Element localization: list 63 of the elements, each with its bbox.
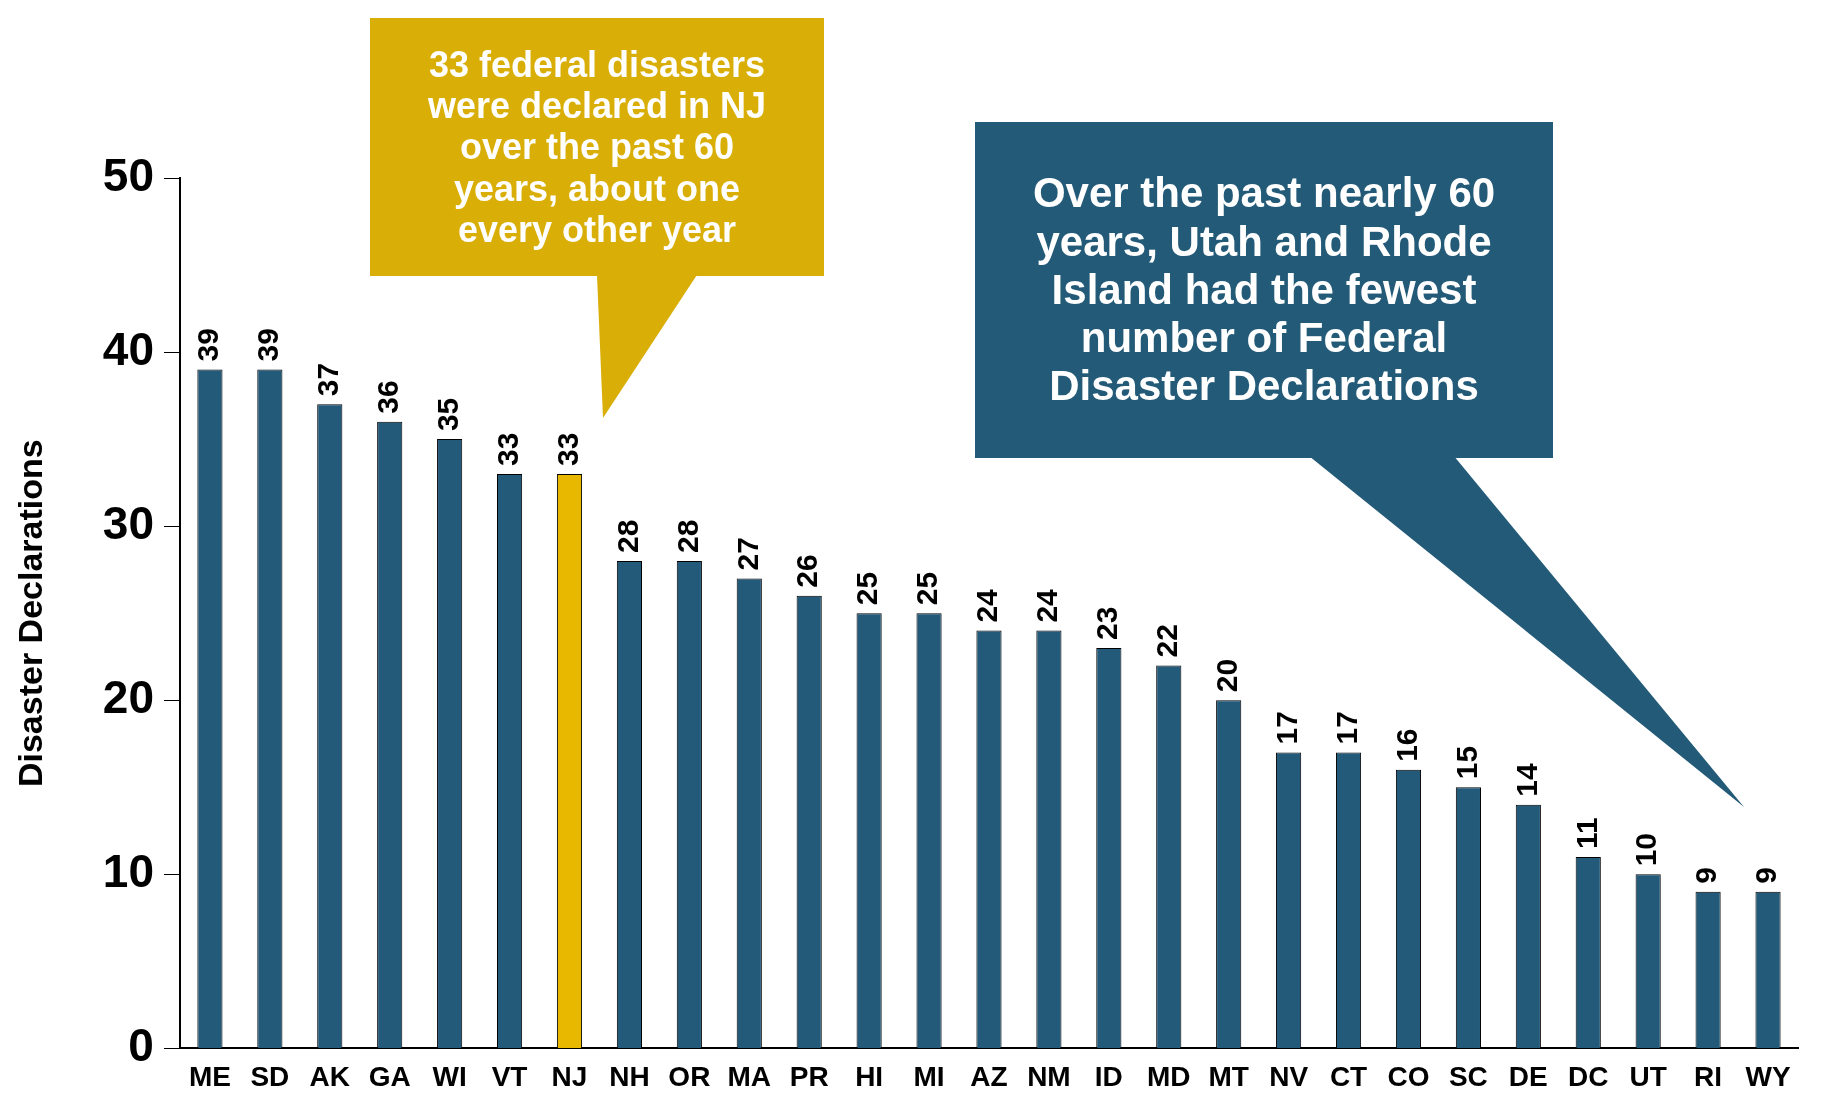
x-tick-label: GA: [368, 1060, 411, 1092]
x-tick-label: MD: [1146, 1060, 1191, 1092]
data-label: 35: [430, 397, 464, 432]
x-tick-label: WY: [1745, 1060, 1791, 1092]
data-label: 9: [1689, 867, 1723, 884]
x-tick-label: OR: [668, 1060, 711, 1092]
data-label: 33: [490, 432, 524, 466]
data-label: 24: [970, 588, 1004, 623]
y-tick-label: 10: [102, 845, 154, 898]
data-label: 27: [730, 537, 764, 571]
x-tick-label: RI: [1694, 1060, 1723, 1092]
x-tick-label: NJ: [551, 1060, 588, 1092]
data-label: 26: [790, 554, 824, 588]
x-tick-label: MT: [1208, 1060, 1249, 1092]
data-label: 33: [550, 432, 584, 466]
x-tick-label: AK: [309, 1060, 351, 1092]
data-label: 25: [850, 571, 884, 606]
x-tick-label: MA: [727, 1060, 772, 1092]
x-tick-label: MI: [913, 1060, 945, 1092]
data-label: 36: [370, 380, 404, 414]
data-label: 9: [1749, 867, 1783, 884]
x-tick-label: WI: [432, 1060, 467, 1092]
data-label: 14: [1509, 763, 1543, 797]
data-label: 23: [1090, 606, 1124, 641]
data-label: 17: [1269, 711, 1303, 745]
x-tick-label: HI: [855, 1060, 884, 1092]
x-tick-label: CT: [1329, 1060, 1368, 1092]
x-tick-label: CO: [1387, 1060, 1430, 1092]
data-label: 28: [670, 519, 704, 553]
x-tick-label: DC: [1568, 1060, 1609, 1092]
data-label: 37: [311, 362, 345, 397]
data-label: 11: [1569, 817, 1603, 849]
y-tick-label: 40: [102, 322, 154, 375]
data-label: 22: [1150, 624, 1184, 658]
y-tick-label: 30: [102, 496, 154, 549]
x-tick-label: PR: [789, 1060, 829, 1092]
x-tick-label: SC: [1448, 1060, 1488, 1092]
x-tick-label: NH: [609, 1060, 650, 1092]
x-tick-label: ME: [188, 1060, 231, 1092]
y-tick-label: 50: [102, 148, 154, 201]
x-tick-label: ID: [1094, 1060, 1123, 1092]
y-tick-label: 20: [102, 670, 154, 723]
y-axis-title: Disaster Declarations: [10, 439, 49, 788]
x-tick-label: NM: [1027, 1060, 1071, 1092]
data-label: 39: [191, 328, 225, 362]
annotation: Over the past nearly 60 years, Utah and Rhode Island had the fewest number of Federal Disaster Declarations: [1031, 169, 1497, 411]
data-label: 28: [610, 519, 644, 553]
data-label: 15: [1449, 745, 1483, 780]
data-label: 20: [1209, 658, 1243, 693]
data-label: 25: [910, 571, 944, 606]
data-label: 17: [1329, 711, 1363, 745]
annotation: 33 federal disasters were declared in NJ over the past 60 years, about one every other year: [426, 43, 768, 251]
data-label: 16: [1389, 728, 1423, 762]
x-tick-label: NV: [1269, 1060, 1309, 1092]
x-tick-label: UT: [1629, 1060, 1667, 1092]
x-tick-label: SD: [250, 1060, 290, 1092]
data-label: 10: [1629, 832, 1663, 867]
data-label: 24: [1030, 588, 1064, 623]
x-tick-label: DE: [1508, 1060, 1548, 1092]
y-tick-label: 0: [128, 1019, 154, 1072]
data-label: 39: [251, 328, 285, 362]
x-tick-label: AZ: [970, 1060, 1008, 1092]
x-tick-label: VT: [491, 1060, 528, 1092]
